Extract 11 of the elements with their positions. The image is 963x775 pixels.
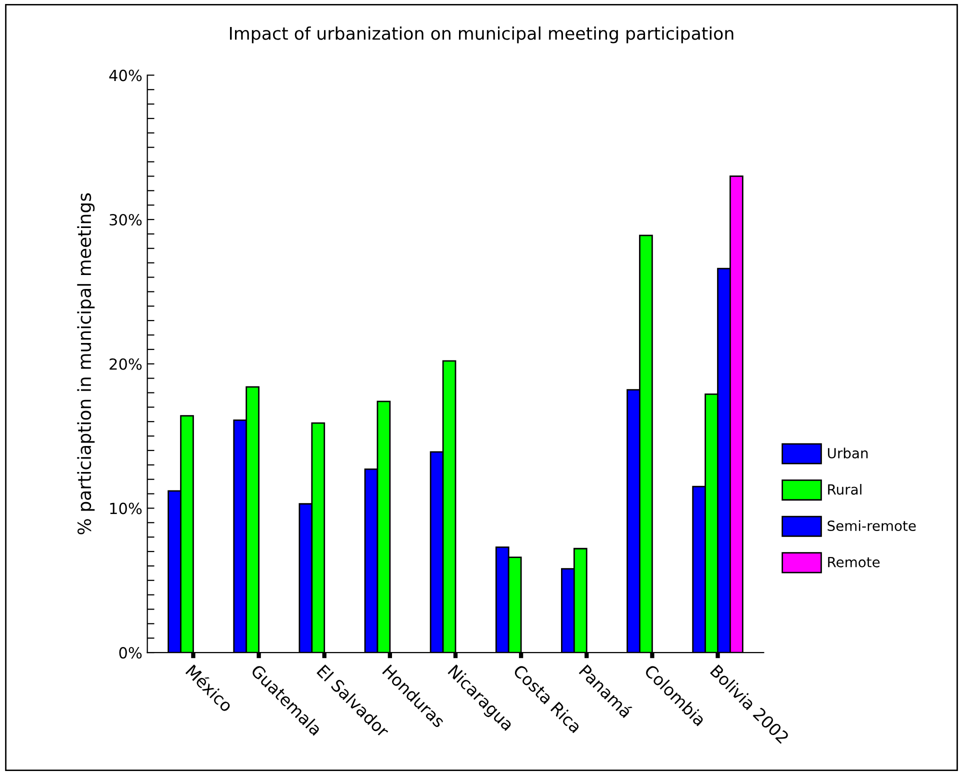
chart-title: Impact of urbanization on municipal meeting participation <box>230 26 734 44</box>
legend-label: Rural <box>828 484 862 495</box>
legend-label: Remote <box>828 557 880 568</box>
y-tick-label: 30% <box>110 214 142 226</box>
y-axis-title: % particiaption in municipal meetings <box>77 193 95 534</box>
y-tick-label: 40% <box>109 70 142 82</box>
y-tick-label: 20% <box>110 358 142 370</box>
y-tick-label: 10% <box>110 502 142 514</box>
legend-label: Urban <box>828 448 868 458</box>
y-tick-label: 0% <box>119 647 142 659</box>
legend-label: Semi-remote <box>828 520 916 532</box>
